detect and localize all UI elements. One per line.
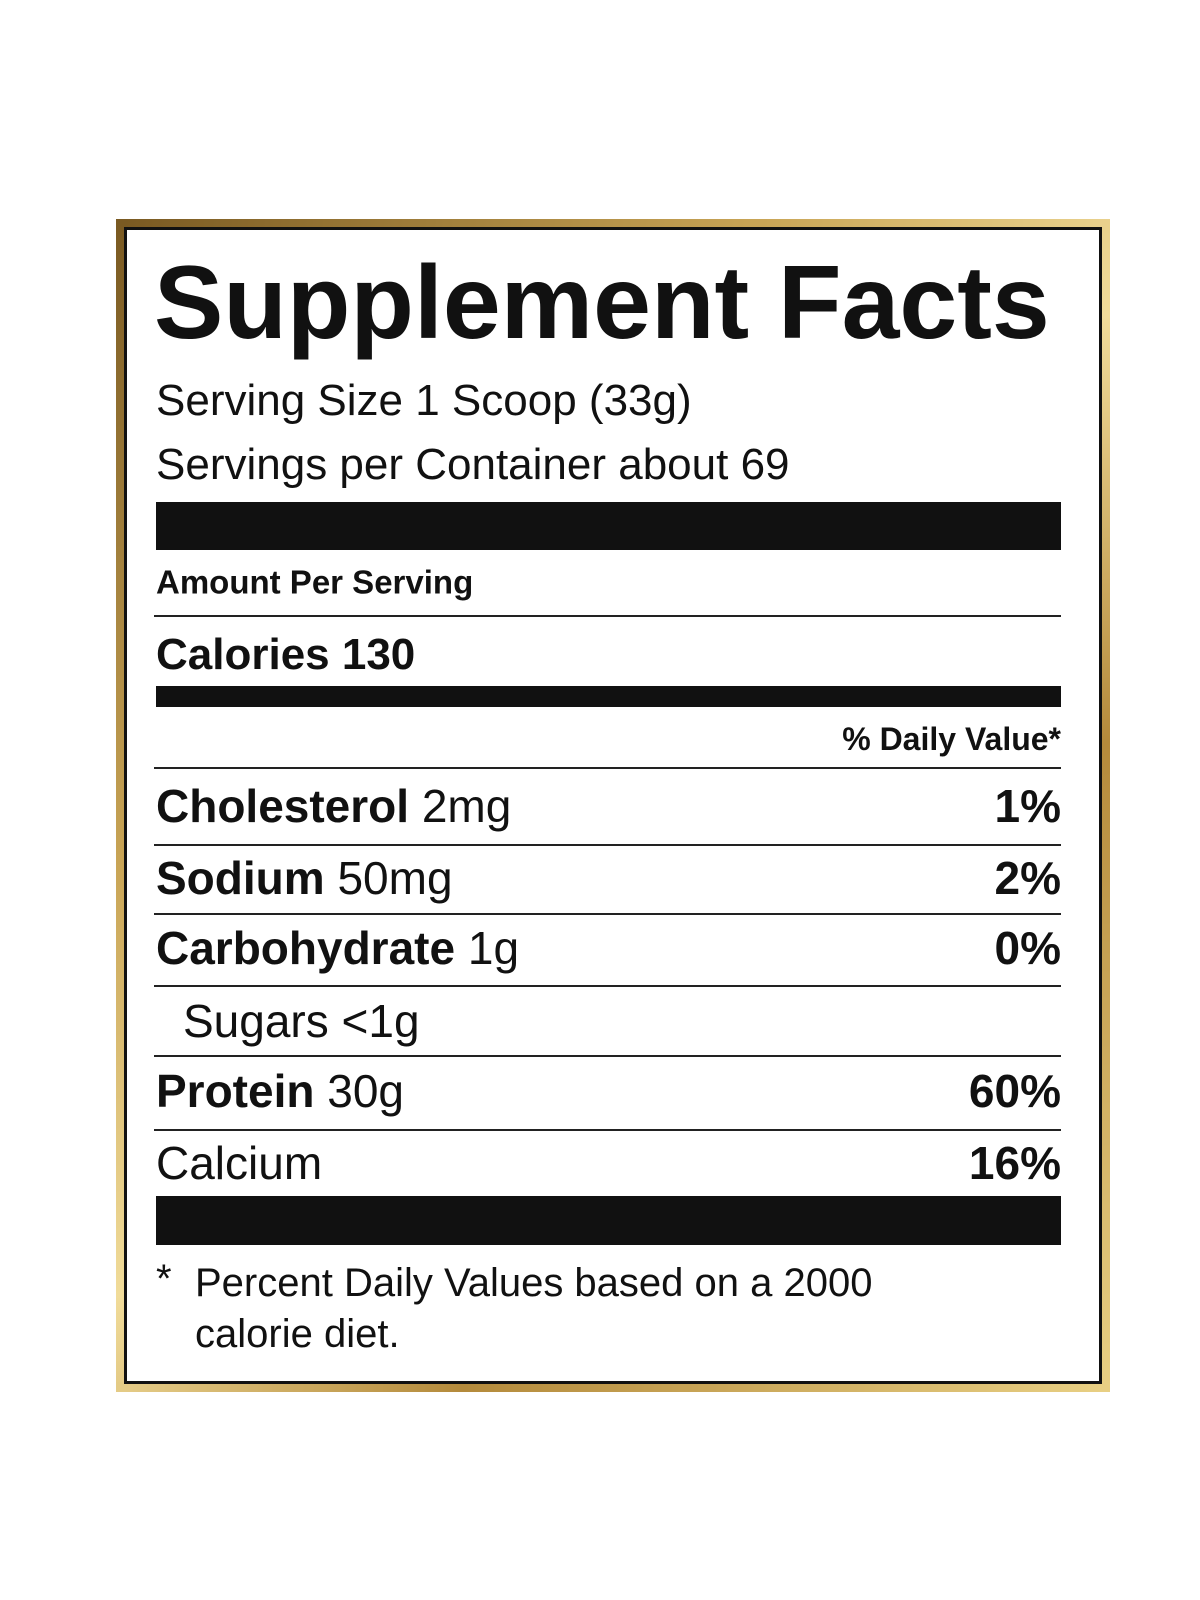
title: Supplement Facts: [154, 245, 1050, 361]
nutrient-row: Protein 30g: [156, 1068, 404, 1114]
serving-size: Serving Size 1 Scoop (33g): [156, 376, 692, 425]
daily-value: 16%: [968, 1137, 1061, 1189]
footnote-text: Percent Daily Values based on a 2000 cal…: [195, 1261, 873, 1356]
servings-per-container: Servings per Container about 69: [156, 440, 790, 489]
daily-value: 2%: [994, 852, 1061, 904]
nutrient-row: Calcium: [156, 1140, 322, 1186]
thick-bar: [156, 1196, 1061, 1245]
nutrient-amount: 1g: [467, 922, 520, 974]
medium-bar: [156, 686, 1061, 707]
divider: [154, 615, 1061, 617]
nutrient-row: Carbohydrate 1g: [156, 925, 519, 971]
thick-bar: [156, 502, 1061, 550]
nutrient-name: Carbohydrate: [156, 922, 456, 974]
nutrient-row: Cholesterol 2mg: [156, 783, 511, 829]
daily-value-header: % Daily Value*: [842, 721, 1061, 757]
divider: [154, 1129, 1061, 1131]
nutrient-name: Sodium: [156, 852, 325, 904]
divider: [154, 913, 1061, 915]
divider: [154, 1055, 1061, 1057]
nutrient-row: Sodium 50mg: [156, 855, 453, 901]
daily-value: 60%: [968, 1065, 1061, 1117]
label-border: [124, 227, 1102, 1384]
nutrient-name: Calcium: [156, 1137, 323, 1189]
nutrient-amount: 50mg: [337, 852, 453, 904]
footnote-mark: *: [156, 1257, 172, 1301]
nutrient-amount: 2mg: [421, 780, 512, 832]
nutrient-amount: <1g: [341, 995, 420, 1047]
daily-value: 0%: [994, 922, 1061, 974]
nutrient-name: Cholesterol: [156, 780, 410, 832]
divider: [154, 844, 1061, 846]
calories: Calories 130: [156, 630, 416, 679]
nutrient-amount: 30g: [327, 1065, 404, 1117]
divider: [154, 985, 1061, 987]
daily-value: 1%: [994, 780, 1061, 832]
nutrient-name: Sugars: [183, 995, 329, 1047]
nutrient-name: Protein: [156, 1065, 315, 1117]
nutrient-row: Sugars <1g: [183, 998, 420, 1044]
amount-per-serving: Amount Per Serving: [156, 563, 474, 601]
divider: [154, 767, 1061, 769]
